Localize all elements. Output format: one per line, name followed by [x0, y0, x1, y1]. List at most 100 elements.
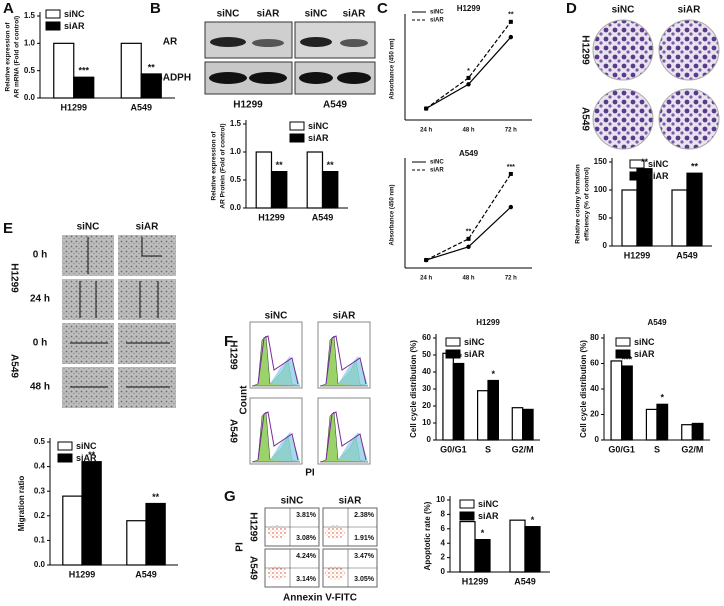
y-tick-label: 40 — [422, 367, 431, 376]
data-point — [466, 82, 471, 87]
bar — [474, 538, 491, 573]
x-tick-label: A549 — [514, 576, 536, 586]
y-tick-label: 6 — [441, 524, 446, 533]
y-tick-label: 0.5 — [230, 175, 242, 184]
y-axis-label: AR Protein (Fold of control) — [220, 123, 227, 208]
y-tick-label: 0.0 — [230, 203, 242, 212]
panel-letter: E — [3, 220, 13, 237]
y-tick-label: 0.2 — [34, 511, 46, 520]
quadrant-value: 1.91% — [354, 535, 375, 542]
legend-swatch — [629, 159, 645, 169]
x-tick-label: H1299 — [69, 569, 96, 579]
significance: ** — [148, 62, 156, 72]
cycle-x-label: PI — [305, 468, 315, 479]
y-axis-label: Absorbance (450 nm) — [390, 184, 396, 245]
blot-row: AR — [163, 37, 178, 48]
x-tick-label: G2/M — [512, 444, 534, 454]
bar — [656, 403, 669, 441]
significance: * — [481, 528, 485, 538]
x-tick-label: 72 h — [505, 276, 517, 282]
panel-letter: A — [3, 0, 14, 17]
wound-column: siAR — [136, 222, 160, 233]
wound-time: 0 h — [33, 250, 47, 261]
legend-label: siAR — [430, 168, 444, 174]
x-tick-label: H1299 — [258, 212, 285, 222]
cycle-row: A549 — [227, 419, 238, 443]
significance: *** — [507, 164, 515, 171]
blot-column: siAR — [343, 9, 367, 20]
y-tick-label: 0.0 — [34, 560, 46, 569]
y-tick-label: 10 — [436, 495, 445, 504]
legend-label: siNC — [64, 9, 85, 19]
cycle-y-label: Count — [239, 385, 250, 415]
legend-swatch — [445, 337, 461, 347]
bar — [120, 42, 142, 99]
wound-cell: A549 — [8, 354, 19, 378]
y-tick-label: 50 — [422, 350, 431, 359]
y-tick-label: 50 — [598, 213, 607, 222]
colony-row: H1299 — [579, 35, 590, 65]
y-tick-label: 100 — [594, 185, 608, 194]
bar — [621, 365, 633, 441]
legend-swatch — [615, 337, 631, 347]
bar — [686, 172, 703, 247]
bar — [255, 151, 273, 209]
bar — [645, 408, 658, 441]
apoptosis-image — [264, 507, 378, 588]
y-tick-label: 0.3 — [34, 486, 46, 495]
wound-image — [62, 235, 176, 408]
legend-swatch — [289, 133, 305, 143]
bar — [681, 424, 693, 441]
legend-label: siNC — [76, 441, 97, 451]
blot-column: siAR — [257, 9, 281, 20]
cycle-column: siNC — [265, 311, 288, 322]
x-tick-label: H1299 — [60, 102, 87, 112]
significance: ** — [691, 162, 699, 172]
y-tick-label: 8 — [441, 510, 446, 519]
chart-title: A549 — [459, 149, 479, 158]
wound-time: 0 h — [33, 338, 47, 349]
y-tick-label: 1.5 — [24, 11, 36, 20]
chart-title: H1299 — [457, 4, 481, 13]
y-tick-label: 60 — [590, 359, 599, 368]
legend-swatch — [45, 9, 61, 19]
bar — [487, 379, 499, 441]
panel-letter: B — [150, 0, 161, 17]
x-tick-label: G0/G1 — [440, 444, 467, 454]
y-tick-label: 40 — [590, 384, 599, 393]
bar — [73, 76, 95, 99]
y-tick-label: 0.4 — [34, 462, 46, 471]
x-tick-label: S — [654, 444, 660, 454]
cycle-image — [249, 321, 371, 465]
data-point — [508, 171, 513, 176]
wound-time: 48 h — [30, 382, 50, 393]
y-axis-label: Relative expression of — [211, 131, 218, 201]
quadrant-value: 3.47% — [354, 553, 375, 560]
apoptosis-column: siNC — [281, 496, 304, 507]
significance: ** — [327, 160, 335, 170]
legend-swatch — [289, 121, 305, 131]
x-tick-label: H1299 — [462, 576, 489, 586]
legend-swatch — [57, 441, 73, 451]
data-point — [508, 204, 514, 210]
significance: ** — [88, 450, 96, 460]
y-tick-label: 2 — [441, 553, 446, 562]
bar — [524, 526, 541, 573]
bar — [610, 360, 623, 441]
blot-cell: H1299 — [233, 100, 263, 111]
significance: *** — [622, 354, 633, 364]
y-axis-label: Relative colony formation — [575, 164, 582, 243]
legend-label: siNC — [648, 159, 669, 169]
y-tick-label: 4 — [441, 538, 446, 547]
chart-title: A549 — [647, 318, 667, 327]
data-point — [508, 19, 513, 24]
significance: ** — [152, 492, 160, 502]
x-tick-label: 72 h — [505, 128, 517, 134]
significance: *** — [78, 66, 89, 76]
panel-letter: G — [224, 488, 236, 505]
wound-time: 24 h — [30, 294, 50, 305]
y-tick-label: 0.5 — [34, 437, 46, 446]
y-axis-label: Apoptotic rate (%) — [423, 501, 432, 570]
blot-column: siNC — [305, 9, 328, 20]
